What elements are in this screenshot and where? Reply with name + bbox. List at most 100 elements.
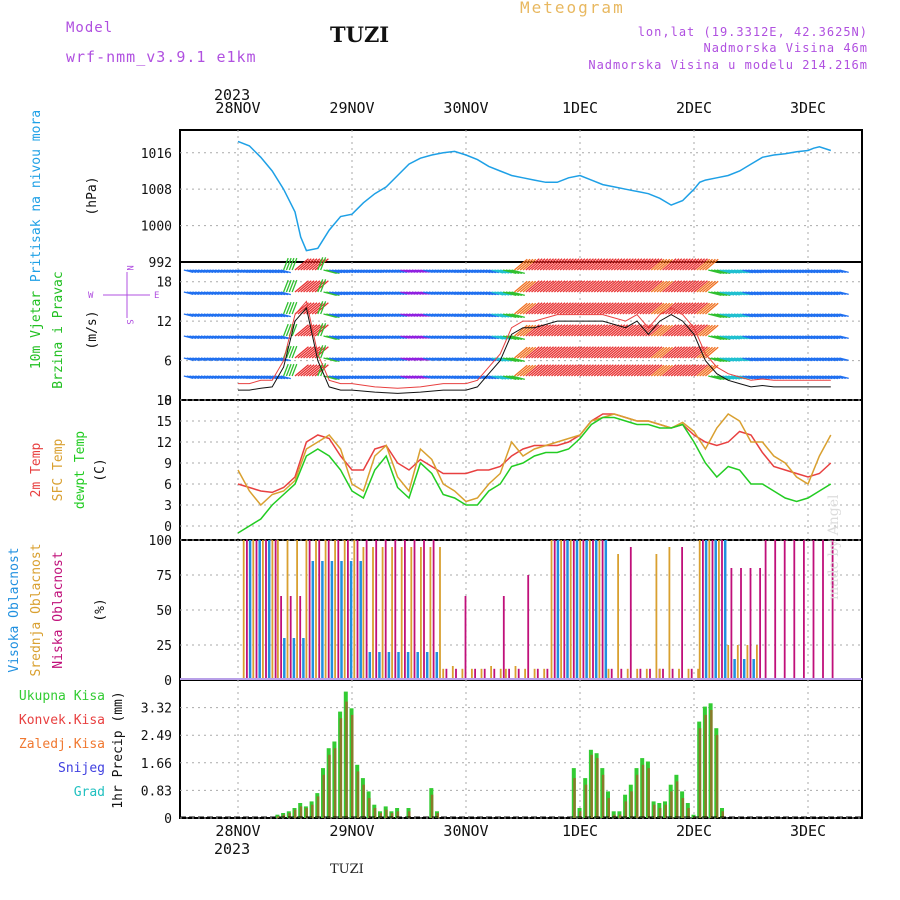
wind-arrow (605, 280, 620, 293)
wind-arrow (824, 291, 836, 296)
wind-arrow (317, 323, 324, 337)
wind-arrow (371, 291, 382, 296)
wind-arrow (252, 291, 263, 296)
wind-arrow (793, 335, 804, 340)
precip-conv-bar (322, 774, 325, 818)
wind-arrow (647, 302, 663, 315)
precip-conv-bar (299, 806, 303, 818)
wind-arrow (536, 280, 552, 293)
wind-arrow (340, 291, 351, 296)
wind-arrow (802, 335, 813, 340)
wind-arrow (488, 357, 500, 362)
wind-arrow (357, 335, 368, 340)
wind-arrow (366, 357, 377, 362)
wind-arrow (699, 324, 713, 337)
wind-arrow (807, 291, 819, 296)
wind-arrow (282, 363, 289, 377)
wind-arrow (217, 335, 228, 340)
wind-arrow (497, 291, 510, 296)
wind-arrow (323, 357, 337, 363)
wind-arrow (209, 357, 219, 362)
wind-arrow (291, 257, 298, 271)
wind-arrow (388, 291, 399, 296)
y-tick-label: 3.32 (141, 702, 172, 717)
wind-arrow (553, 324, 569, 337)
wind-arrow (779, 291, 790, 296)
wind-arrow (588, 280, 603, 293)
wind-arrow (311, 302, 327, 315)
wind-arrow (562, 324, 577, 337)
x-tick-label-bottom: 29NOV (329, 822, 374, 840)
wind-arrow (713, 357, 728, 363)
wind-arrow (331, 313, 343, 318)
wind-arrow (346, 291, 357, 296)
wind-arrow (682, 280, 697, 293)
wind-arrow (633, 258, 649, 271)
wind-arrow (383, 291, 393, 296)
wind-arrow (451, 269, 462, 274)
wind-arrow (420, 375, 430, 379)
wind-arrow (272, 313, 283, 318)
wind-arrow (326, 375, 340, 381)
wind-arrow (254, 291, 265, 296)
wind-arrow (673, 280, 688, 293)
wind-arrow (203, 291, 214, 296)
wind-arrow (482, 357, 494, 362)
wind-arrow (722, 357, 735, 362)
wind-arrow (457, 375, 468, 380)
wind-arrow (229, 269, 239, 274)
wind-arrow (462, 335, 473, 340)
wind-arrow (782, 269, 793, 274)
y-tick-label: 3 (164, 499, 172, 514)
wind-arrow (320, 363, 327, 377)
wind-arrow (243, 291, 254, 296)
wind-arrow (770, 335, 782, 340)
wind-arrow (693, 280, 708, 293)
wind-arrow (428, 335, 439, 340)
wind-arrow (260, 335, 272, 340)
wind-arrow (745, 335, 756, 340)
wind-arrow (531, 302, 546, 315)
wind-arrow (285, 345, 292, 359)
wind-arrow (500, 313, 512, 318)
wind-arrow (516, 302, 531, 315)
wind-arrow (308, 302, 324, 315)
wind-arrow (645, 346, 660, 359)
wind-arrow (348, 313, 359, 318)
wind-arrow (465, 269, 476, 274)
wind-arrow (599, 324, 614, 337)
wind-arrow (582, 346, 597, 359)
wind-arrow (348, 269, 359, 274)
x-tick-label-top: 29NOV (329, 99, 374, 117)
wind-arrow (220, 291, 231, 296)
wind-arrow (782, 375, 793, 380)
precip-conv-bar (379, 813, 382, 818)
wind-arrow (822, 335, 833, 340)
wind-arrow (229, 335, 239, 340)
wind-arrow (722, 291, 735, 296)
wind-arrow (647, 324, 663, 337)
wind-arrow (254, 313, 265, 318)
wind-arrow (323, 375, 337, 381)
panel-frame-4 (179, 679, 863, 819)
wind-arrow (320, 323, 327, 337)
wind-arrow (650, 346, 665, 359)
wind-arrow (785, 375, 796, 380)
wind-arrow (220, 313, 231, 318)
wind-arrow (785, 291, 796, 296)
wind-arrow (282, 323, 289, 337)
wind-arrow (833, 291, 844, 296)
precip-conv-bar (351, 714, 354, 818)
wind-arrow (785, 313, 796, 318)
wind-arrow (497, 313, 510, 318)
wind-arrow (628, 324, 643, 337)
wind-arrow (799, 269, 810, 274)
wind-arrow (556, 364, 572, 377)
wind-arrow (810, 269, 822, 274)
wind-arrow (610, 302, 626, 315)
y-tick-label: 18 (156, 276, 172, 291)
x-tick-label-bottom: 3DEC (790, 822, 826, 840)
wind-arrow (425, 269, 436, 274)
wind-arrow (796, 291, 807, 296)
wind-arrow (348, 357, 359, 362)
